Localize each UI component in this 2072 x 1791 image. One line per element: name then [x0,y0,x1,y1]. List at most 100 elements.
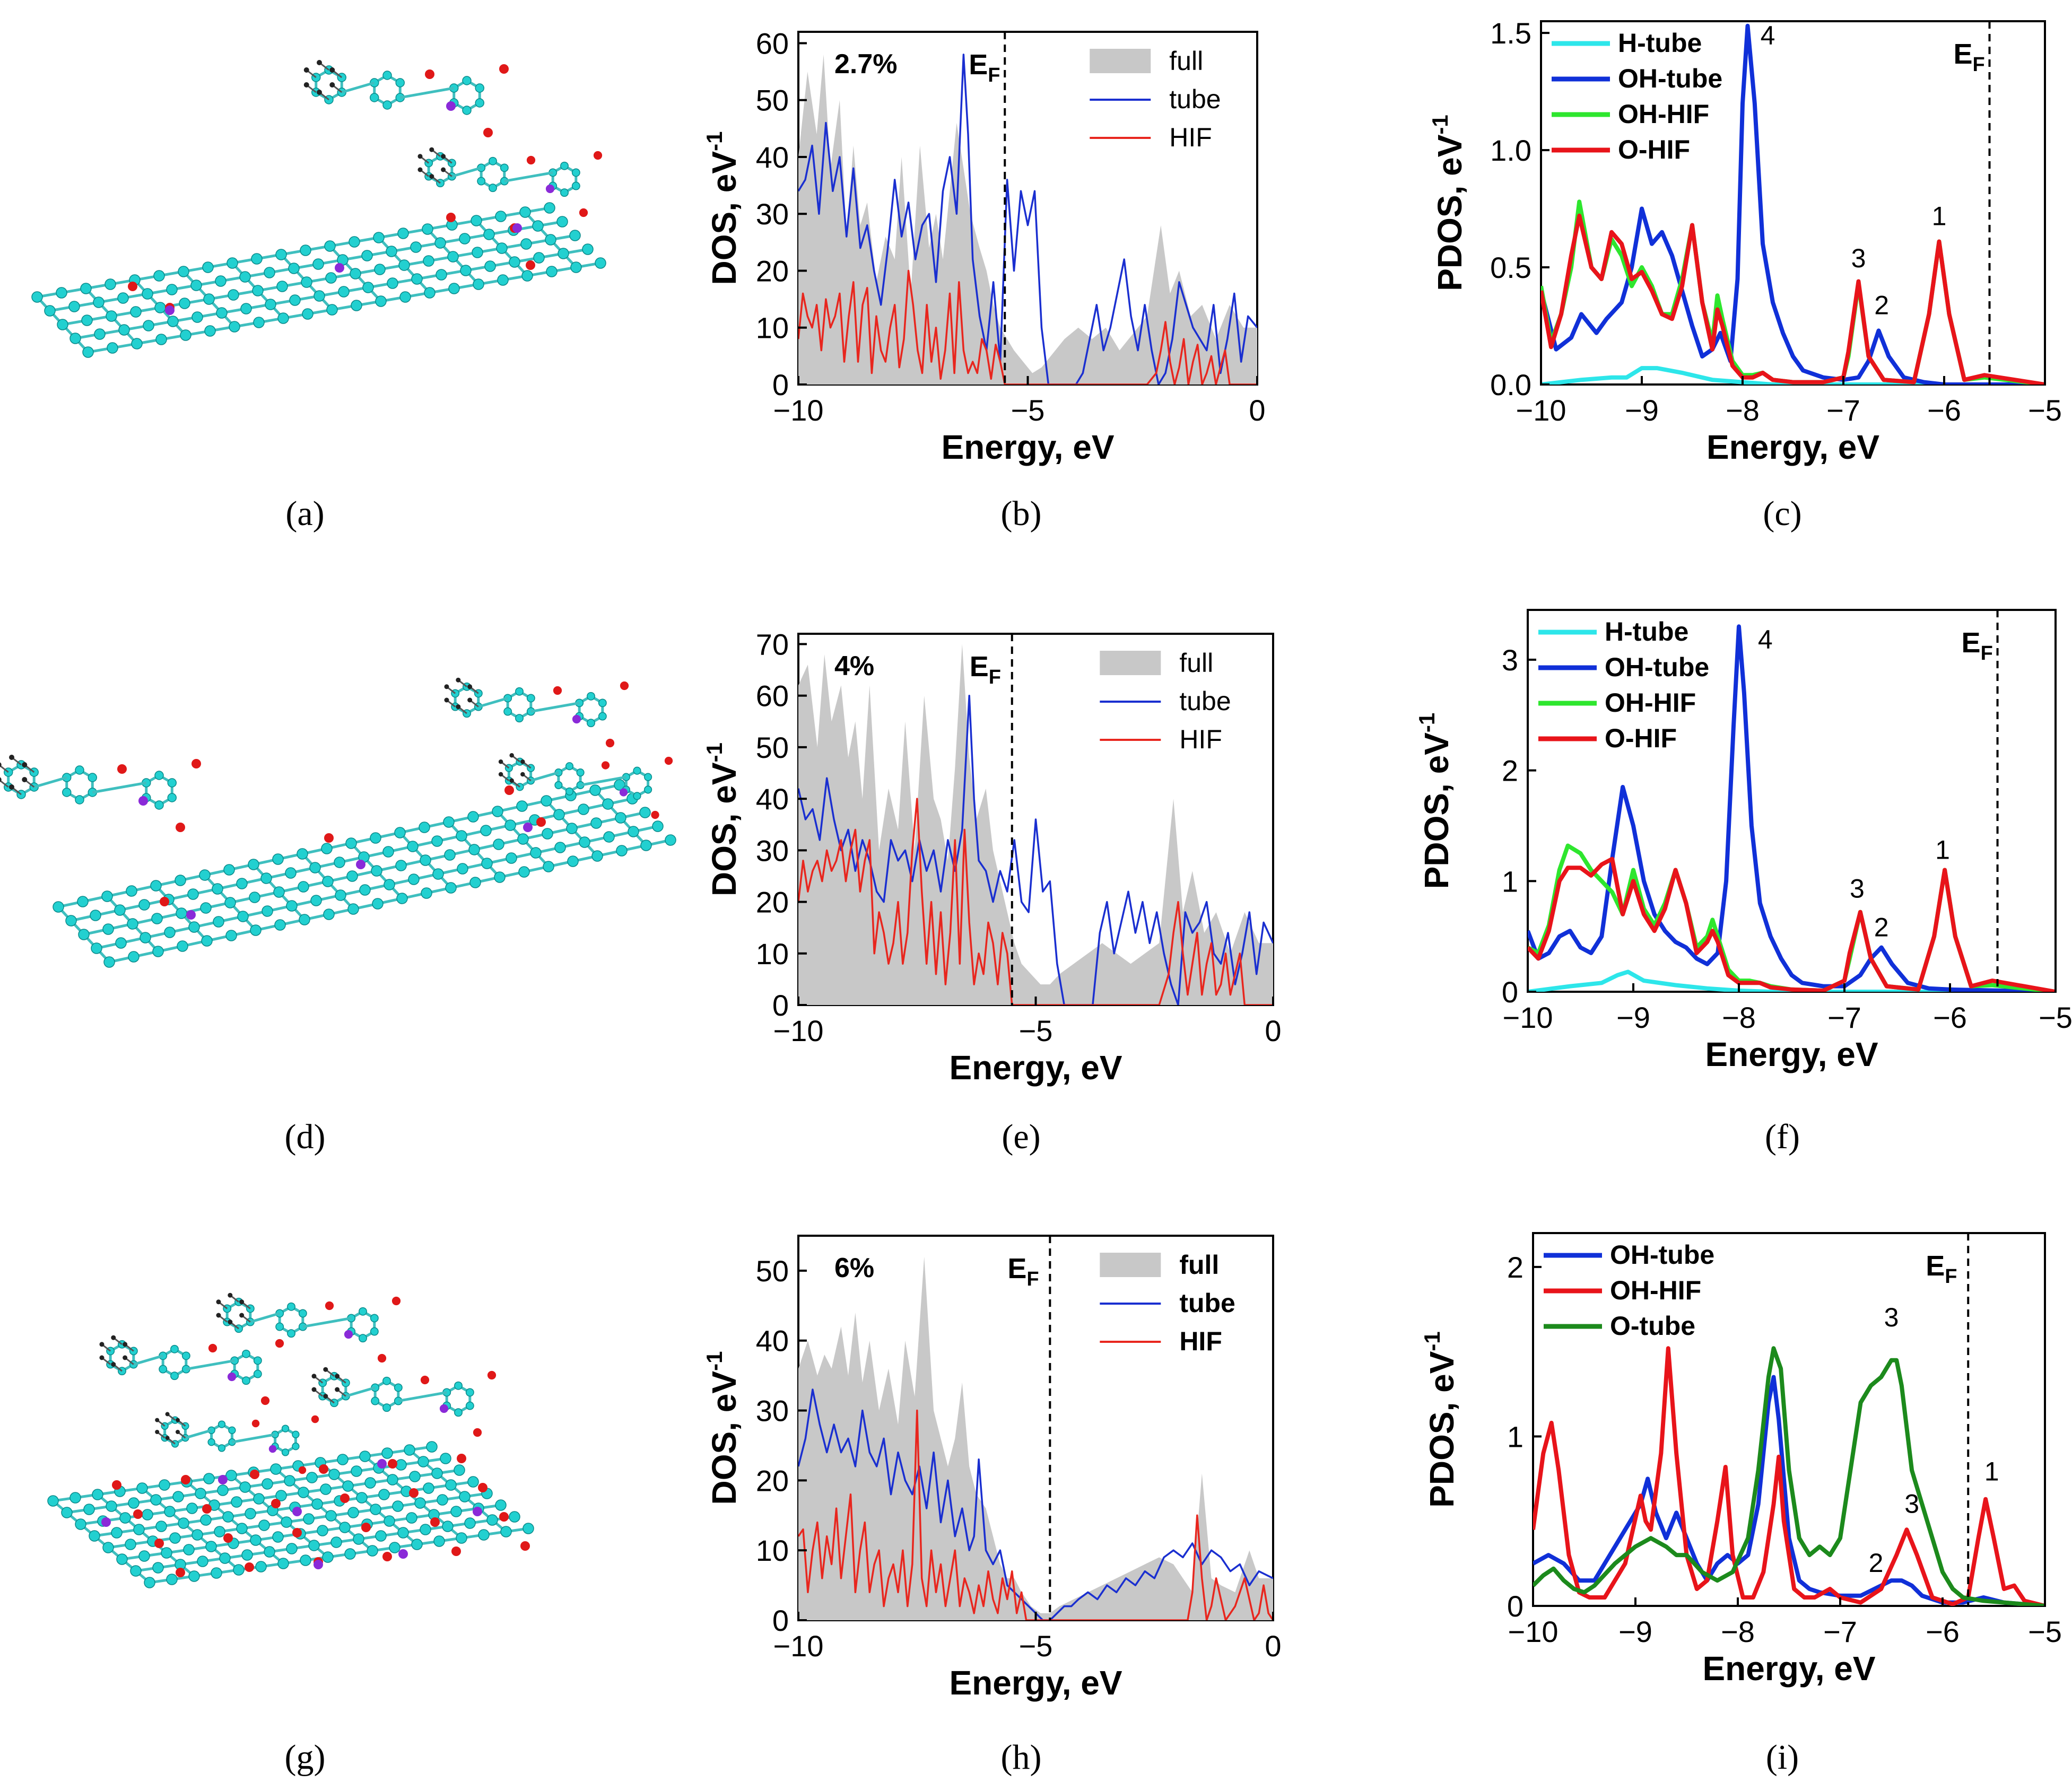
legend-label: tube [1179,1288,1235,1318]
carbon-atom [517,833,529,845]
carbon-atom [251,253,263,265]
carbon-atom [420,1524,431,1535]
carbon-atom [225,1470,237,1481]
carbon-atom [236,878,248,889]
carbon-atom [164,1506,176,1517]
carbon-atom [138,899,150,911]
carbon-atom [143,320,154,331]
y-tick-label: 50 [756,84,789,117]
carbon-atom [359,1334,367,1343]
carbon-atom [468,844,480,855]
carbon-atom [284,1475,295,1487]
hydrogen-atom [456,677,461,683]
fermi-e: E [1954,38,1973,70]
carbon-atom [287,1329,295,1338]
hydrogen-atom [498,772,503,777]
carbon-atom [480,825,492,836]
carbon-atom [398,259,410,271]
fermi-sub: F [988,64,1000,86]
carbon-atom [492,806,503,817]
panel-label-b: (b) [1001,494,1042,533]
oxygen-atom [391,1296,401,1306]
y-tick-label: 50 [756,731,789,764]
legend-label: HIF [1179,1326,1222,1356]
carbon-atom [286,900,298,912]
carbon-atom [467,811,479,823]
carbon-atom [154,800,164,810]
carbon-atom [558,248,569,259]
carbon-atom [494,871,506,883]
legend-label: O-tube [1610,1311,1695,1341]
series-tube-line [798,1388,1273,1620]
oxygen-atom [361,1523,371,1532]
carbon-atom [172,1491,184,1502]
panel-label-e: (e) [1002,1117,1040,1156]
carbon-atom [237,911,249,922]
carbon-atom [478,1529,490,1541]
y-tick-label: 2 [1502,754,1518,788]
carbon-atom [417,1456,429,1467]
bond [185,1429,212,1439]
carbon-atom [477,177,486,186]
carbon-atom [69,333,81,344]
carbon-atom [469,877,481,888]
x-axis-title: Energy, eV [1707,428,1879,466]
carbon-atom [300,244,311,256]
oxygen-atom [208,1343,217,1353]
oxygen-atom [275,1339,284,1348]
carbon-atom [215,275,227,287]
carbon-atom [395,1459,407,1471]
carbon-atom [324,240,336,252]
legend-label: full [1179,648,1213,678]
carbon-atom [262,905,273,917]
x-tick-label: −5 [2028,1615,2062,1648]
carbon-atom [277,1558,289,1569]
legend-swatch-full [1100,651,1161,675]
carbon-atom [440,1453,451,1464]
carbon-atom [128,1497,140,1509]
hydrogen-atom [239,1299,245,1305]
bond [478,697,508,708]
carbon-atom [409,1471,421,1482]
carbon-atom [321,843,333,854]
coverage-annotation: 2.7% [834,49,898,80]
hydrogen-atom [456,704,461,710]
x-axis-title: Energy, eV [949,1049,1122,1087]
series-hif-line [798,798,1273,1005]
oxygen-atom [504,785,514,795]
carbon-atom [567,855,579,867]
carbon-atom [467,1476,479,1488]
carbon-atom [245,1508,256,1519]
hydrogen-atom [509,753,514,758]
hydrogen-atom [311,1374,317,1379]
hydrogen-atom [175,1430,180,1434]
carbon-atom [214,1526,225,1537]
carbon-atom [317,1525,328,1536]
carbon-atom [297,848,308,860]
carbon-atom [553,809,565,820]
oxygen-atom [409,1488,419,1498]
carbon-atom [464,1517,476,1529]
y-tick-label: 0 [772,989,789,1022]
carbon-atom [152,1562,164,1574]
fermi-e: E [1007,1253,1026,1285]
y-axis-title: PDOS, eV-1 [1414,713,1456,889]
carbon-atom [450,1506,462,1517]
legend-swatch-full [1100,1253,1161,1277]
carbon-atom [359,884,371,896]
hydrogen-atom [228,1320,233,1325]
carbon-atom [287,1302,295,1311]
oxygen-atom [388,1459,397,1469]
carbon-atom [274,919,286,931]
carbon-atom [91,942,102,954]
carbon-atom [395,860,407,871]
carbon-atom [77,896,89,907]
carbon-atom [472,247,483,258]
x-tick-label: −9 [1616,1001,1650,1034]
carbon-atom [62,788,72,797]
plot-area [1541,23,2045,385]
panel-label-c: (c) [1763,494,1801,533]
carbon-atom [544,202,555,214]
carbon-atom [125,1539,136,1550]
